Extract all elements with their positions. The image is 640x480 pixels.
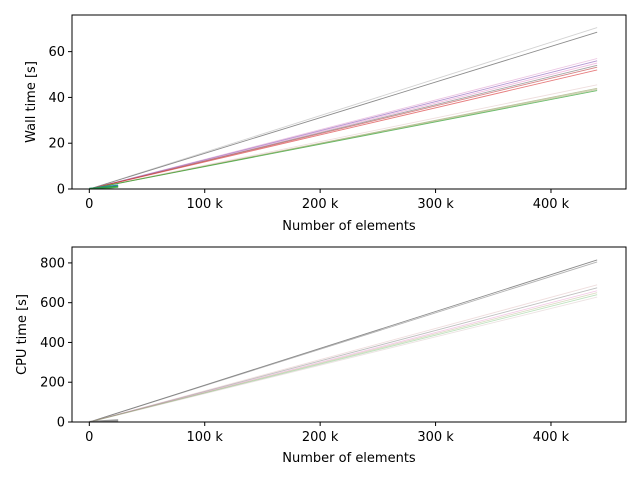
x-tick-label: 200 k — [302, 197, 339, 212]
x-tick-label: 300 k — [417, 197, 454, 212]
series-line — [89, 84, 598, 189]
y-tick-label: 20 — [48, 137, 65, 152]
cpu-time-y-ticks: 0 200 400 600 800 — [40, 256, 72, 431]
wall-time-y-axis-label: Wall time [s] — [24, 61, 39, 143]
cpu-time-y-axis-label: CPU time [s] — [15, 294, 30, 375]
cpu-time-x-ticks: 0 100 k 200 k 300 k 400 k — [85, 422, 570, 445]
series-line — [89, 90, 598, 189]
y-tick-label: 60 — [48, 45, 65, 60]
x-tick-label: 300 k — [417, 430, 454, 445]
cpu-time-x-axis-label: Number of elements — [282, 451, 416, 466]
series-line — [89, 31, 598, 189]
x-tick-label: 100 k — [186, 430, 223, 445]
x-tick-label: 100 k — [186, 197, 223, 212]
cpu-time-axes-frame — [71, 246, 627, 423]
y-tick-label: 0 — [57, 416, 65, 431]
x-tick-label: 0 — [85, 197, 93, 212]
series-line — [89, 69, 598, 189]
series-line — [89, 294, 598, 422]
series-line — [89, 27, 598, 189]
wall-time-x-ticks: 0 100 k 200 k 300 k 400 k — [85, 189, 570, 212]
y-tick-label: 40 — [48, 91, 65, 106]
cpu-time-chart: 0 100 k 200 k 300 k 400 k 0 200 400 600 800 Numb… — [15, 246, 627, 466]
series-line — [89, 284, 598, 422]
series-line — [89, 261, 598, 422]
series-line — [89, 287, 598, 422]
x-tick-label: 400 k — [533, 430, 570, 445]
wall-time-chart: 0 100 k 200 k 300 k 400 k 0 20 40 60 Number of … — [24, 14, 627, 234]
wall-time-series — [89, 27, 598, 189]
wall-time-axes-frame — [71, 14, 627, 190]
y-tick-label: 0 — [57, 183, 65, 198]
y-tick-label: 400 — [40, 336, 65, 351]
x-tick-label: 200 k — [302, 430, 339, 445]
cpu-time-series — [89, 259, 598, 422]
wall-time-y-ticks: 0 20 40 60 — [48, 45, 72, 198]
series-line — [89, 290, 598, 422]
y-tick-label: 200 — [40, 376, 65, 391]
x-tick-label: 400 k — [533, 197, 570, 212]
wall-time-x-axis-label: Number of elements — [282, 219, 416, 234]
x-tick-label: 0 — [85, 430, 93, 445]
series-line — [89, 292, 598, 422]
y-tick-label: 600 — [40, 296, 65, 311]
series-line — [89, 296, 598, 422]
y-tick-label: 800 — [40, 256, 65, 271]
